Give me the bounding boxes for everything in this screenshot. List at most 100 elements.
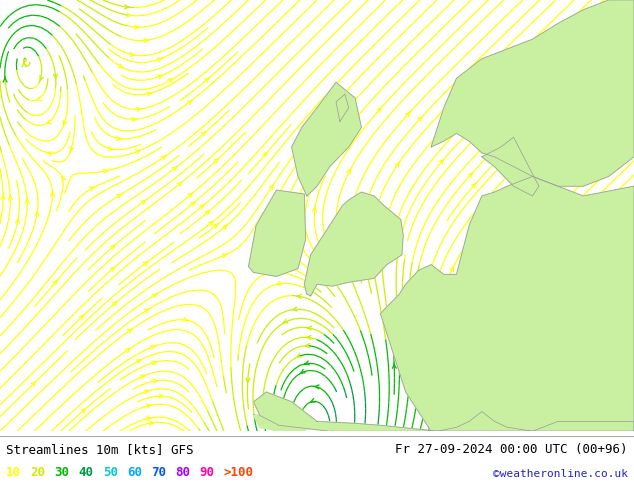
FancyArrowPatch shape bbox=[297, 294, 302, 298]
FancyArrowPatch shape bbox=[134, 25, 139, 29]
Polygon shape bbox=[482, 137, 539, 196]
FancyArrowPatch shape bbox=[48, 152, 52, 155]
FancyArrowPatch shape bbox=[307, 326, 311, 330]
FancyArrowPatch shape bbox=[600, 334, 604, 339]
FancyArrowPatch shape bbox=[79, 315, 84, 319]
FancyArrowPatch shape bbox=[505, 243, 510, 248]
FancyArrowPatch shape bbox=[461, 290, 465, 295]
FancyArrowPatch shape bbox=[152, 361, 157, 365]
Text: ©weatheronline.co.uk: ©weatheronline.co.uk bbox=[493, 469, 628, 479]
FancyArrowPatch shape bbox=[144, 390, 149, 393]
FancyArrowPatch shape bbox=[492, 224, 497, 229]
Text: 20: 20 bbox=[30, 466, 46, 479]
Polygon shape bbox=[254, 412, 317, 431]
FancyArrowPatch shape bbox=[306, 343, 310, 347]
Text: 70: 70 bbox=[151, 466, 166, 479]
FancyArrowPatch shape bbox=[611, 205, 615, 210]
FancyArrowPatch shape bbox=[269, 185, 273, 190]
FancyArrowPatch shape bbox=[313, 206, 316, 212]
FancyArrowPatch shape bbox=[311, 398, 315, 402]
FancyArrowPatch shape bbox=[112, 301, 117, 306]
FancyArrowPatch shape bbox=[608, 410, 612, 415]
FancyArrowPatch shape bbox=[130, 52, 134, 56]
FancyArrowPatch shape bbox=[35, 211, 39, 216]
FancyArrowPatch shape bbox=[601, 354, 605, 358]
Text: Streamlines 10m [kts] GFS: Streamlines 10m [kts] GFS bbox=[6, 443, 194, 456]
FancyArrowPatch shape bbox=[25, 198, 29, 203]
FancyArrowPatch shape bbox=[592, 391, 597, 396]
FancyArrowPatch shape bbox=[263, 152, 268, 157]
FancyArrowPatch shape bbox=[153, 379, 158, 383]
FancyArrowPatch shape bbox=[205, 77, 209, 82]
FancyArrowPatch shape bbox=[608, 297, 613, 302]
Polygon shape bbox=[431, 0, 634, 186]
FancyArrowPatch shape bbox=[187, 100, 192, 104]
FancyArrowPatch shape bbox=[536, 154, 541, 158]
FancyArrowPatch shape bbox=[190, 201, 195, 206]
FancyArrowPatch shape bbox=[1, 194, 5, 199]
FancyArrowPatch shape bbox=[516, 258, 521, 263]
FancyArrowPatch shape bbox=[485, 205, 490, 210]
FancyArrowPatch shape bbox=[172, 167, 177, 171]
FancyArrowPatch shape bbox=[136, 150, 141, 154]
FancyArrowPatch shape bbox=[177, 182, 182, 186]
Text: 80: 80 bbox=[175, 466, 190, 479]
FancyArrowPatch shape bbox=[127, 329, 132, 333]
FancyArrowPatch shape bbox=[293, 307, 297, 311]
FancyArrowPatch shape bbox=[276, 281, 281, 285]
FancyArrowPatch shape bbox=[89, 187, 94, 191]
FancyArrowPatch shape bbox=[307, 336, 311, 340]
Text: Fr 27-09-2024 00:00 UTC (00+96): Fr 27-09-2024 00:00 UTC (00+96) bbox=[395, 443, 628, 456]
FancyArrowPatch shape bbox=[47, 120, 51, 123]
FancyArrowPatch shape bbox=[205, 210, 210, 215]
FancyArrowPatch shape bbox=[292, 218, 296, 223]
FancyArrowPatch shape bbox=[200, 204, 205, 209]
FancyArrowPatch shape bbox=[8, 195, 12, 200]
FancyArrowPatch shape bbox=[136, 360, 141, 364]
FancyArrowPatch shape bbox=[392, 363, 396, 368]
FancyArrowPatch shape bbox=[127, 13, 131, 17]
FancyArrowPatch shape bbox=[222, 254, 227, 258]
FancyArrowPatch shape bbox=[161, 155, 166, 160]
FancyArrowPatch shape bbox=[3, 77, 7, 82]
FancyArrowPatch shape bbox=[146, 92, 152, 96]
FancyArrowPatch shape bbox=[490, 305, 495, 311]
FancyArrowPatch shape bbox=[53, 74, 58, 79]
Text: >100: >100 bbox=[223, 466, 253, 479]
FancyArrowPatch shape bbox=[609, 120, 614, 124]
FancyArrowPatch shape bbox=[532, 228, 536, 233]
FancyArrowPatch shape bbox=[301, 369, 305, 373]
FancyArrowPatch shape bbox=[209, 221, 214, 225]
FancyArrowPatch shape bbox=[573, 215, 578, 220]
FancyArrowPatch shape bbox=[520, 284, 524, 289]
Polygon shape bbox=[249, 190, 306, 276]
FancyArrowPatch shape bbox=[119, 64, 123, 68]
FancyArrowPatch shape bbox=[468, 172, 473, 177]
FancyArrowPatch shape bbox=[144, 309, 149, 313]
FancyArrowPatch shape bbox=[546, 388, 551, 392]
FancyArrowPatch shape bbox=[124, 5, 129, 9]
Polygon shape bbox=[336, 94, 349, 122]
FancyArrowPatch shape bbox=[53, 280, 58, 285]
FancyArrowPatch shape bbox=[158, 75, 163, 78]
Text: 90: 90 bbox=[199, 466, 214, 479]
FancyArrowPatch shape bbox=[450, 266, 454, 271]
FancyArrowPatch shape bbox=[323, 133, 328, 138]
FancyArrowPatch shape bbox=[214, 158, 219, 163]
FancyArrowPatch shape bbox=[168, 79, 173, 83]
FancyArrowPatch shape bbox=[61, 176, 66, 181]
FancyArrowPatch shape bbox=[501, 162, 505, 167]
Polygon shape bbox=[380, 176, 634, 431]
FancyArrowPatch shape bbox=[573, 164, 578, 169]
FancyArrowPatch shape bbox=[347, 169, 351, 174]
FancyArrowPatch shape bbox=[157, 58, 162, 62]
FancyArrowPatch shape bbox=[314, 385, 319, 389]
FancyArrowPatch shape bbox=[183, 318, 188, 321]
FancyArrowPatch shape bbox=[70, 147, 74, 152]
FancyArrowPatch shape bbox=[108, 147, 113, 151]
FancyArrowPatch shape bbox=[146, 416, 151, 420]
FancyArrowPatch shape bbox=[477, 106, 482, 111]
FancyArrowPatch shape bbox=[283, 319, 288, 323]
FancyArrowPatch shape bbox=[400, 292, 404, 297]
FancyArrowPatch shape bbox=[103, 170, 108, 173]
